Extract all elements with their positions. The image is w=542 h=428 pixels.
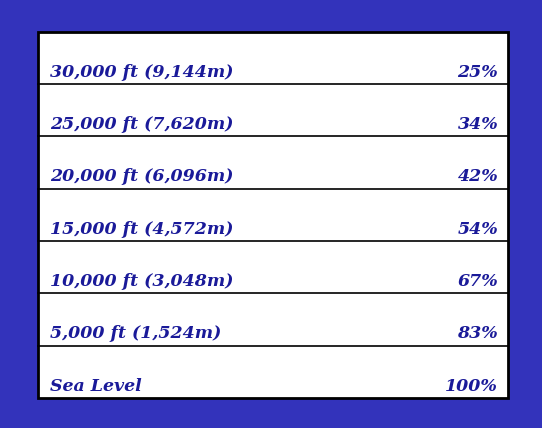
Text: 5,000 ft (1,524m): 5,000 ft (1,524m) (50, 325, 221, 342)
Text: Sea Level: Sea Level (50, 377, 141, 395)
Bar (38, 32, 508, 398)
Text: 100%: 100% (446, 377, 498, 395)
Text: 54%: 54% (457, 220, 498, 238)
Bar (38, 32, 508, 398)
Text: 42%: 42% (457, 168, 498, 185)
Text: 10,000 ft (3,048m): 10,000 ft (3,048m) (50, 273, 234, 290)
Text: 67%: 67% (457, 273, 498, 290)
Text: 83%: 83% (457, 325, 498, 342)
Text: 34%: 34% (457, 116, 498, 133)
Text: 30,000 ft (9,144m): 30,000 ft (9,144m) (50, 64, 234, 80)
Text: 25,000 ft (7,620m): 25,000 ft (7,620m) (50, 116, 234, 133)
Text: 25%: 25% (457, 64, 498, 80)
Text: 20,000 ft (6,096m): 20,000 ft (6,096m) (50, 168, 234, 185)
Text: 15,000 ft (4,572m): 15,000 ft (4,572m) (50, 220, 234, 238)
